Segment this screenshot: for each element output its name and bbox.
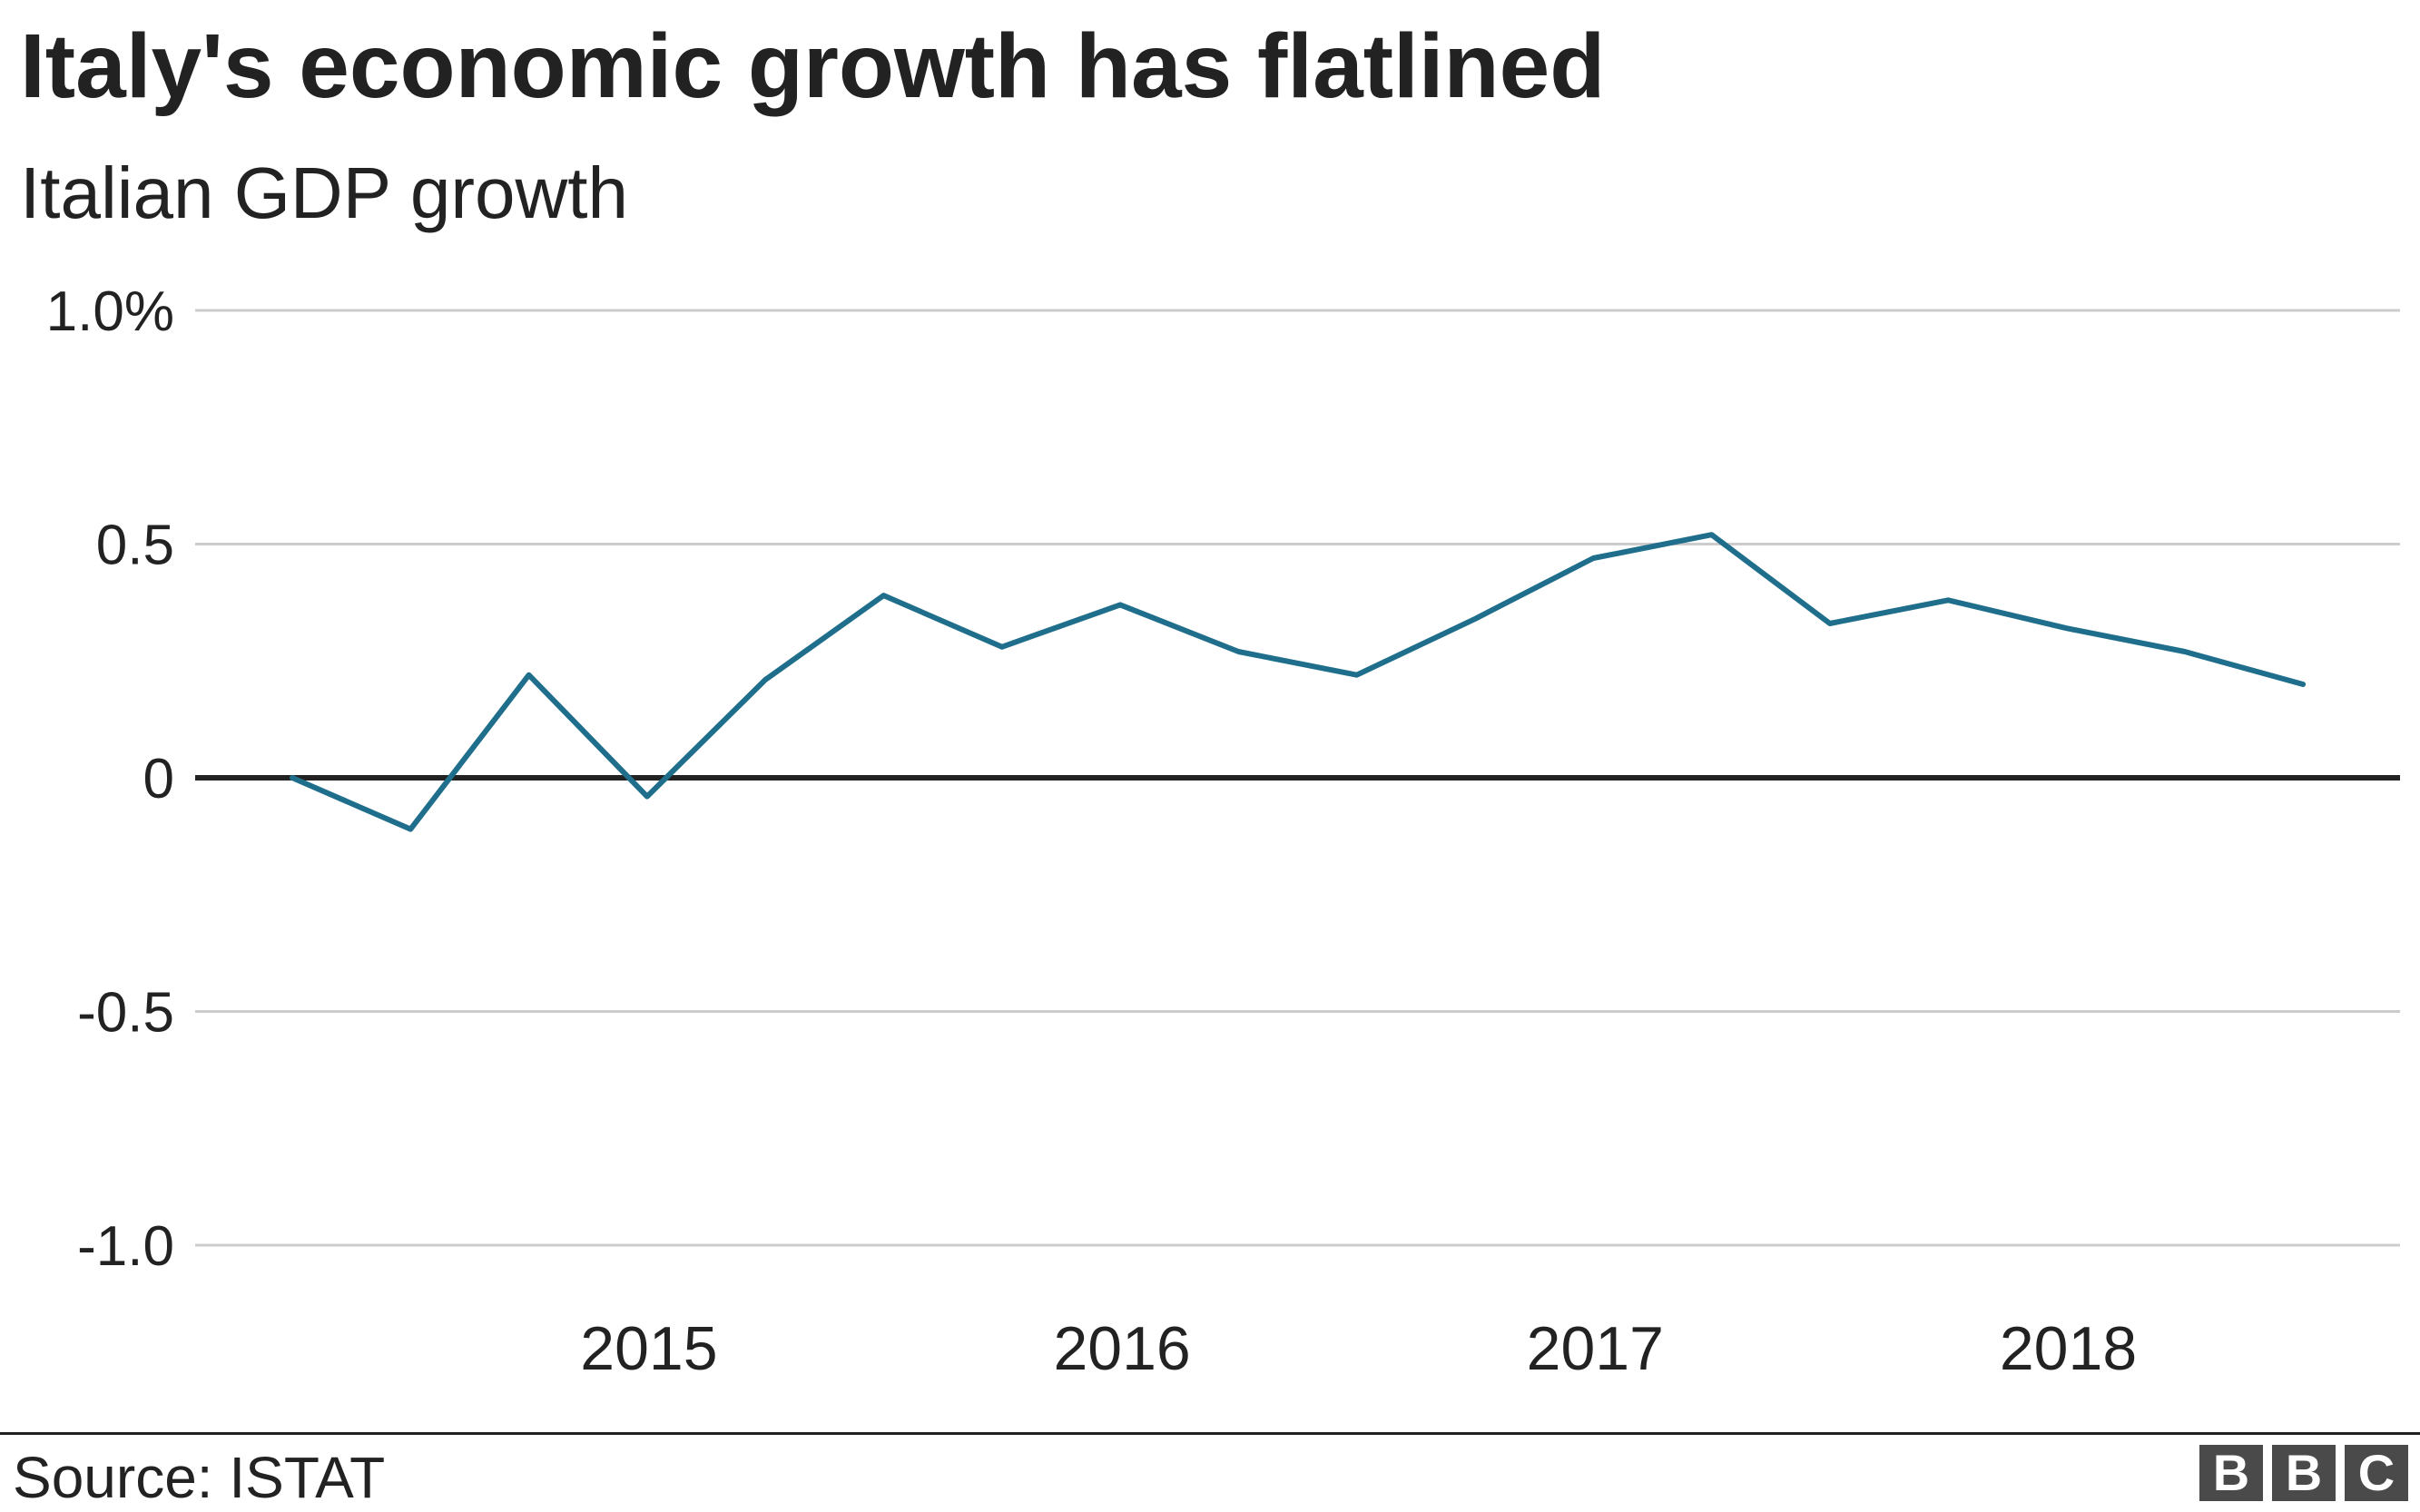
chart-subtitle: Italian GDP growth <box>20 152 628 233</box>
source-note: Source: ISTAT <box>13 1445 386 1510</box>
line-chart: 1.0% 0.5 0 -0.5 -1.0 2015 2016 2017 2018 <box>46 280 2400 1383</box>
x-tick-label: 2017 <box>1527 1314 1664 1383</box>
chart-title: Italy's economic growth has flatlined <box>20 15 1606 117</box>
y-tick-label: 1.0% <box>46 280 174 343</box>
bbc-logo: B B C <box>2199 1445 2408 1501</box>
y-tick-label: 0 <box>143 748 174 810</box>
logo-letter: B <box>2272 1445 2336 1501</box>
footer-divider <box>0 1432 2420 1435</box>
x-axis-ticks: 2015 2016 2017 2018 <box>580 1314 2137 1383</box>
logo-letter: B <box>2199 1445 2263 1501</box>
x-tick-label: 2015 <box>580 1314 717 1383</box>
y-tick-label: 0.5 <box>96 515 174 577</box>
y-tick-label: -1.0 <box>77 1215 174 1278</box>
gridlines <box>195 309 2400 1247</box>
logo-letter: C <box>2345 1445 2408 1501</box>
x-tick-label: 2018 <box>2000 1314 2137 1383</box>
series-layer <box>290 532 2307 832</box>
y-tick-label: -0.5 <box>77 982 174 1045</box>
y-axis-ticks: 1.0% 0.5 0 -0.5 -1.0 <box>46 280 174 1278</box>
series-line <box>290 532 2307 832</box>
x-tick-label: 2016 <box>1053 1314 1190 1383</box>
